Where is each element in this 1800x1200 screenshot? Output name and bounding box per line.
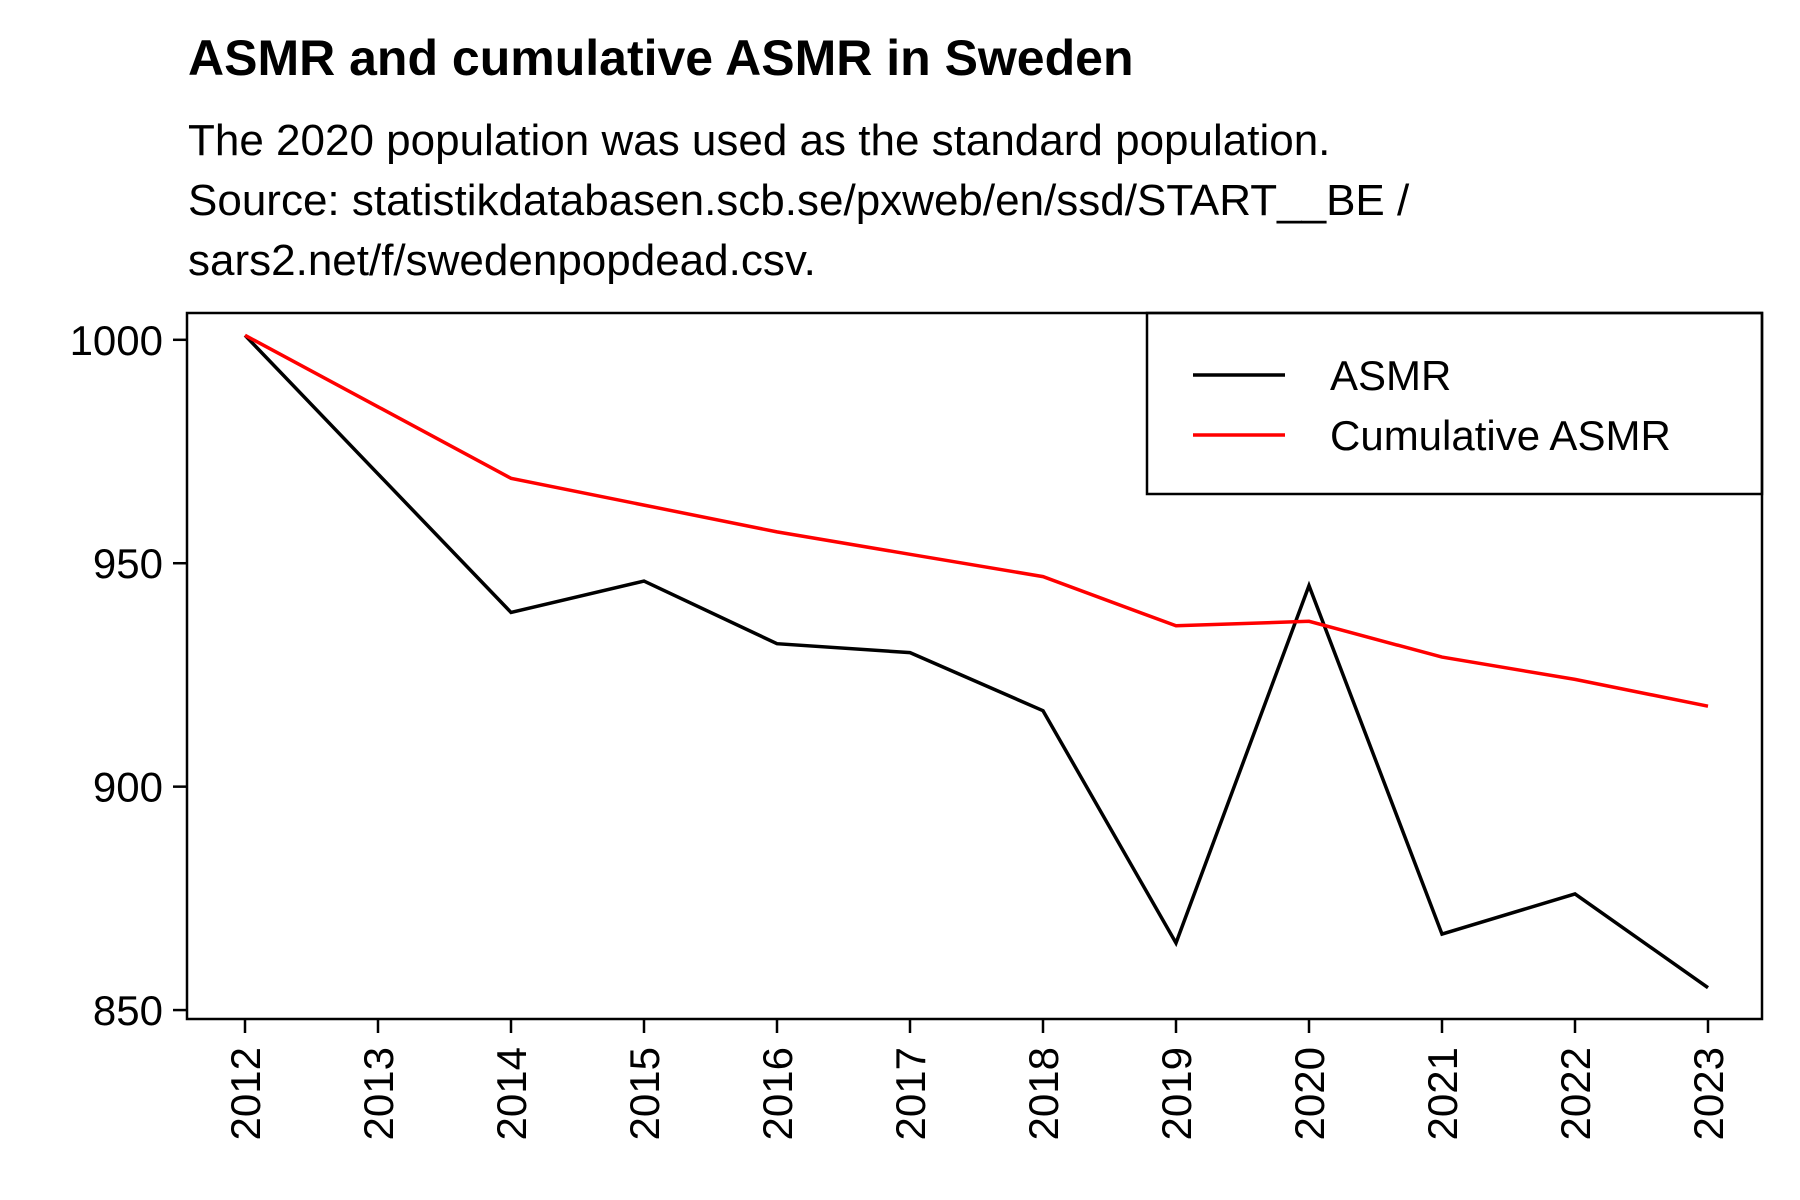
legend: ASMR Cumulative ASMR xyxy=(1145,311,1764,496)
x-tick-label-2022: 2022 xyxy=(1552,1047,1599,1140)
y-tick-label-1000: 1000 xyxy=(70,317,163,364)
legend-label-asmr: ASMR xyxy=(1330,352,1451,399)
y-tick-label-950: 950 xyxy=(93,540,163,587)
series-line-asmr xyxy=(243,334,1710,990)
chart-subtitle-line-1: The 2020 population was used as the stan… xyxy=(188,116,1330,165)
x-tick-label-2014: 2014 xyxy=(488,1047,535,1140)
x-tick-label-2021: 2021 xyxy=(1419,1047,1466,1140)
x-tick-label-2016: 2016 xyxy=(754,1047,801,1140)
y-tick-label-850: 850 xyxy=(93,987,163,1034)
y-axis: 850 900 950 1000 xyxy=(70,317,187,1034)
x-tick-label-2018: 2018 xyxy=(1020,1047,1067,1140)
chart-subtitle-line-3: sars2.net/f/swedenpopdead.csv. xyxy=(188,236,816,285)
chart-title: ASMR and cumulative ASMR in Sweden xyxy=(188,30,1134,86)
plot-frame xyxy=(185,311,1764,1021)
x-tick-label-2013: 2013 xyxy=(355,1047,402,1140)
x-tick-label-2019: 2019 xyxy=(1153,1047,1200,1140)
x-tick-label-2012: 2012 xyxy=(222,1047,269,1140)
chart-subtitle-line-2: Source: statistikdatabasen.scb.se/pxweb/… xyxy=(188,176,1410,225)
x-tick-label-2020: 2020 xyxy=(1286,1047,1333,1140)
legend-label-cumulative-asmr: Cumulative ASMR xyxy=(1330,412,1671,459)
x-tick-label-2017: 2017 xyxy=(887,1047,934,1140)
series-layer xyxy=(243,333,1710,990)
x-tick-label-2015: 2015 xyxy=(621,1047,668,1140)
x-axis: 2012 2013 2014 2015 2016 2017 2018 2019 2020 2021… xyxy=(222,1019,1732,1140)
legend-box xyxy=(1145,311,1764,496)
x-tick-label-2023: 2023 xyxy=(1685,1047,1732,1140)
series-line-cumulative-asmr xyxy=(244,333,1709,708)
y-tick-label-900: 900 xyxy=(93,764,163,811)
